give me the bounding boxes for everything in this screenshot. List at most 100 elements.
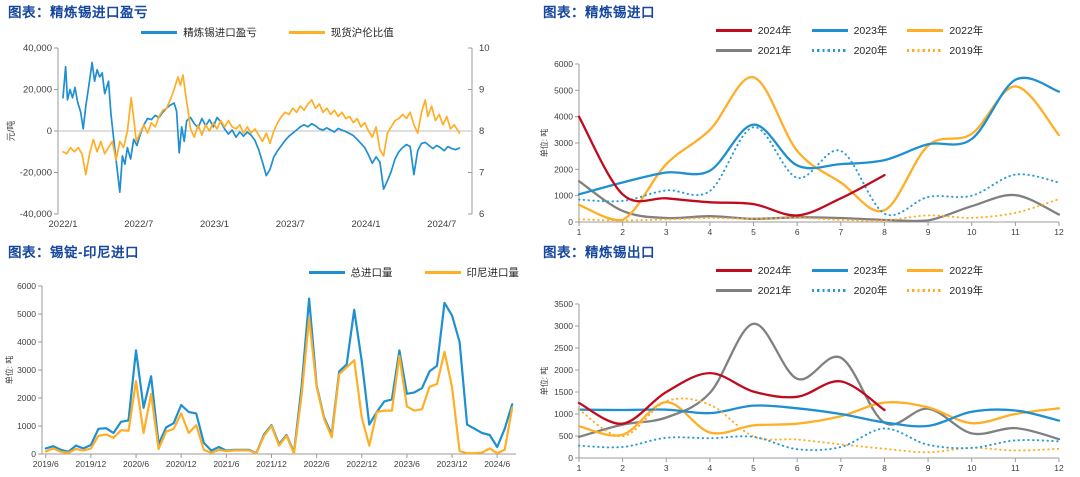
indonesia-imports-line-chart: 6000 5000 4000 3000 2000 1000 0 单位: 吨 2019/6 2019… — [4, 281, 516, 469]
svg-text:2024/7: 2024/7 — [427, 219, 456, 230]
svg-text:7: 7 — [479, 168, 484, 179]
series-line-2022年 — [577, 400, 1061, 437]
panel-refined-tin-imports: 图表：精炼锡进口 2024年 2023年 2022年 2021年 2020年 2019年 … — [535, 0, 1080, 240]
legend-item-2023年: 2023年 — [811, 23, 888, 38]
svg-text:2024/1: 2024/1 — [351, 219, 380, 230]
legend-label: 总进口量 — [350, 266, 393, 279]
svg-text:4: 4 — [708, 463, 713, 473]
svg-text:2019/6: 2019/6 — [33, 459, 59, 469]
series-line-2021年 — [577, 180, 1061, 223]
svg-text:1000: 1000 — [17, 421, 36, 431]
series-line-2020年 — [578, 427, 1060, 452]
legend-label: 2021年 — [757, 285, 792, 297]
series-line-现货沪伦比值 — [62, 74, 461, 176]
svg-text:2024/6: 2024/6 — [484, 459, 510, 469]
legend-item-2022年: 2022年 — [907, 263, 983, 278]
svg-text:2021/6: 2021/6 — [213, 459, 239, 469]
series-line-2019年 — [578, 397, 1060, 454]
svg-text:9: 9 — [926, 463, 931, 473]
svg-text:4000: 4000 — [17, 337, 36, 347]
svg-text:3: 3 — [664, 227, 669, 237]
svg-text:1000: 1000 — [554, 191, 573, 201]
series-line-精炼锡进口盈亏 — [62, 61, 461, 194]
svg-text:单位: 吨: 单位: 吨 — [539, 129, 549, 157]
svg-text:4: 4 — [708, 227, 713, 237]
svg-text:2: 2 — [620, 463, 625, 473]
svg-text:单位: 吨: 单位: 吨 — [4, 356, 14, 384]
svg-text:单位: 吨: 单位: 吨 — [539, 367, 549, 395]
legend-label: 2020年 — [853, 45, 888, 57]
legend-label: 2023年 — [853, 25, 888, 37]
chart-title-import-pnl: 图表：精炼锡进口盈亏 — [8, 5, 148, 20]
svg-text:0: 0 — [47, 126, 52, 137]
svg-text:元/吨: 元/吨 — [5, 121, 16, 142]
legend-item-精炼锡进口盈亏: 精炼锡进口盈亏 — [141, 25, 257, 40]
solid-line-swatch-icon — [141, 30, 178, 34]
legend-item-印尼进口量: 印尼进口量 — [424, 265, 519, 280]
legend-label: 2022年 — [949, 25, 984, 37]
svg-text:7: 7 — [838, 463, 843, 473]
series-line-2022年 — [577, 76, 1061, 222]
svg-text:6: 6 — [479, 209, 484, 220]
solid-line-swatch-icon — [907, 269, 944, 272]
svg-text:1: 1 — [577, 463, 582, 473]
solid-line-swatch-icon — [288, 30, 325, 34]
svg-text:3000: 3000 — [17, 365, 36, 375]
svg-text:-40,000: -40,000 — [20, 209, 52, 220]
svg-text:8: 8 — [479, 126, 484, 137]
svg-text:2022/12: 2022/12 — [346, 459, 377, 469]
svg-text:3: 3 — [664, 463, 669, 473]
solid-line-swatch-icon — [308, 270, 345, 274]
panel-tin-ingot-indonesia-imports: 图表：锡锭-印尼进口 总进口量 印尼进口量 6000 5000 4000 3000 200… — [0, 240, 535, 477]
solid-line-swatch-icon — [715, 269, 752, 272]
svg-text:500: 500 — [559, 431, 573, 441]
svg-text:6000: 6000 — [554, 59, 573, 69]
series-line-2024年 — [577, 371, 886, 425]
legend-item-2020年: 2020年 — [811, 43, 888, 58]
chart-title-indonesia: 图表：锡锭-印尼进口 — [8, 245, 139, 260]
svg-text:3000: 3000 — [554, 321, 573, 331]
legend-item-2021年: 2021年 — [715, 283, 792, 298]
svg-text:1500: 1500 — [554, 387, 573, 397]
legend-label: 现货沪伦比值 — [330, 26, 394, 39]
legend-item-2024年: 2024年 — [715, 23, 792, 38]
svg-text:2500: 2500 — [554, 343, 573, 353]
series-line-2024年 — [577, 115, 886, 217]
legend-item-2024年: 2024年 — [715, 263, 792, 278]
svg-text:0: 0 — [568, 217, 573, 227]
series-line-2019年 — [578, 198, 1060, 222]
chart-legend-exports: 2024年 2023年 2022年 2021年 2020年 2019年 — [715, 263, 983, 298]
svg-text:11: 11 — [1011, 463, 1020, 473]
legend-item-2022年: 2022年 — [907, 23, 983, 38]
legend-label: 2024年 — [757, 25, 792, 37]
svg-text:2: 2 — [620, 227, 625, 237]
dotted-line-swatch-icon — [811, 289, 848, 292]
svg-text:2020/6: 2020/6 — [123, 459, 149, 469]
svg-text:11: 11 — [1011, 227, 1020, 237]
legend-item-2019年: 2019年 — [907, 43, 983, 58]
series-line-2021年 — [577, 322, 1061, 441]
svg-text:0: 0 — [568, 453, 573, 463]
chart-legend-imports: 2024年 2023年 2022年 2021年 2020年 2019年 — [715, 23, 983, 58]
series-line-印尼进口量 — [44, 317, 514, 455]
legend-label: 2023年 — [853, 265, 888, 277]
svg-text:6: 6 — [795, 227, 800, 237]
svg-text:2022/6: 2022/6 — [304, 459, 330, 469]
legend-item-现货沪伦比值: 现货沪伦比值 — [288, 25, 394, 40]
svg-text:1000: 1000 — [554, 409, 573, 419]
panel-refined-tin-import-pnl: 图表：精炼锡进口盈亏 精炼锡进口盈亏 现货沪伦比值 40,000 20,000 0 -2… — [0, 0, 535, 240]
svg-text:2019/12: 2019/12 — [76, 459, 107, 469]
svg-text:8: 8 — [882, 227, 887, 237]
legend-label: 2019年 — [949, 45, 984, 57]
solid-line-swatch-icon — [811, 269, 848, 272]
legend-label: 精炼锡进口盈亏 — [183, 26, 257, 39]
legend-label: 2021年 — [757, 45, 792, 57]
svg-text:2000: 2000 — [554, 164, 573, 174]
series-line-总进口量 — [44, 297, 514, 455]
svg-text:10: 10 — [479, 43, 490, 54]
svg-text:2023/1: 2023/1 — [200, 219, 229, 230]
svg-text:10: 10 — [967, 463, 977, 473]
